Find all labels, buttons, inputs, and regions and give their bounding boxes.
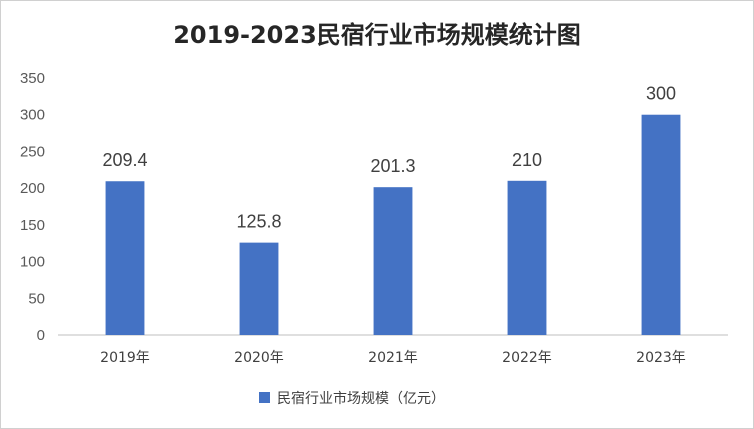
legend-swatch-icon (259, 392, 270, 403)
bar (507, 180, 547, 335)
x-tick-label: 2019年 (100, 350, 150, 366)
data-labels: 209.4 125.8 201.3 210 300 (102, 84, 676, 232)
bar (373, 187, 413, 335)
bar (239, 242, 279, 335)
x-tick-label: 2020年 (234, 350, 284, 366)
y-tick-label: 150 (20, 217, 45, 234)
y-tick-label: 300 (20, 107, 45, 124)
bar (105, 181, 145, 335)
y-tick-label: 350 (20, 70, 45, 87)
x-tick-label: 2021年 (368, 350, 418, 366)
x-tick-label: 2023年 (636, 350, 686, 366)
y-tick-label: 200 (20, 180, 45, 197)
x-tick-label: 2022年 (502, 350, 552, 366)
chart-title: 2019-2023民宿行业市场规模统计图 (173, 21, 581, 49)
bars (105, 114, 681, 335)
y-tick-label: 250 (20, 143, 45, 160)
legend-label: 民宿行业市场规模（亿元） (277, 390, 445, 407)
data-label: 209.4 (102, 150, 147, 170)
x-axis-categories: 2019年 2020年 2021年 2022年 2023年 (100, 350, 686, 366)
y-tick-label: 50 (28, 290, 45, 307)
y-tick-label: 0 (37, 327, 45, 344)
data-label: 201.3 (370, 156, 415, 176)
legend: 民宿行业市场规模（亿元） (259, 390, 445, 407)
data-label: 125.8 (236, 212, 281, 232)
y-axis: 0 50 100 150 200 250 300 350 (20, 70, 45, 344)
data-label: 300 (646, 84, 676, 104)
bar (641, 114, 681, 335)
data-label: 210 (512, 150, 542, 170)
y-tick-label: 100 (20, 254, 45, 271)
